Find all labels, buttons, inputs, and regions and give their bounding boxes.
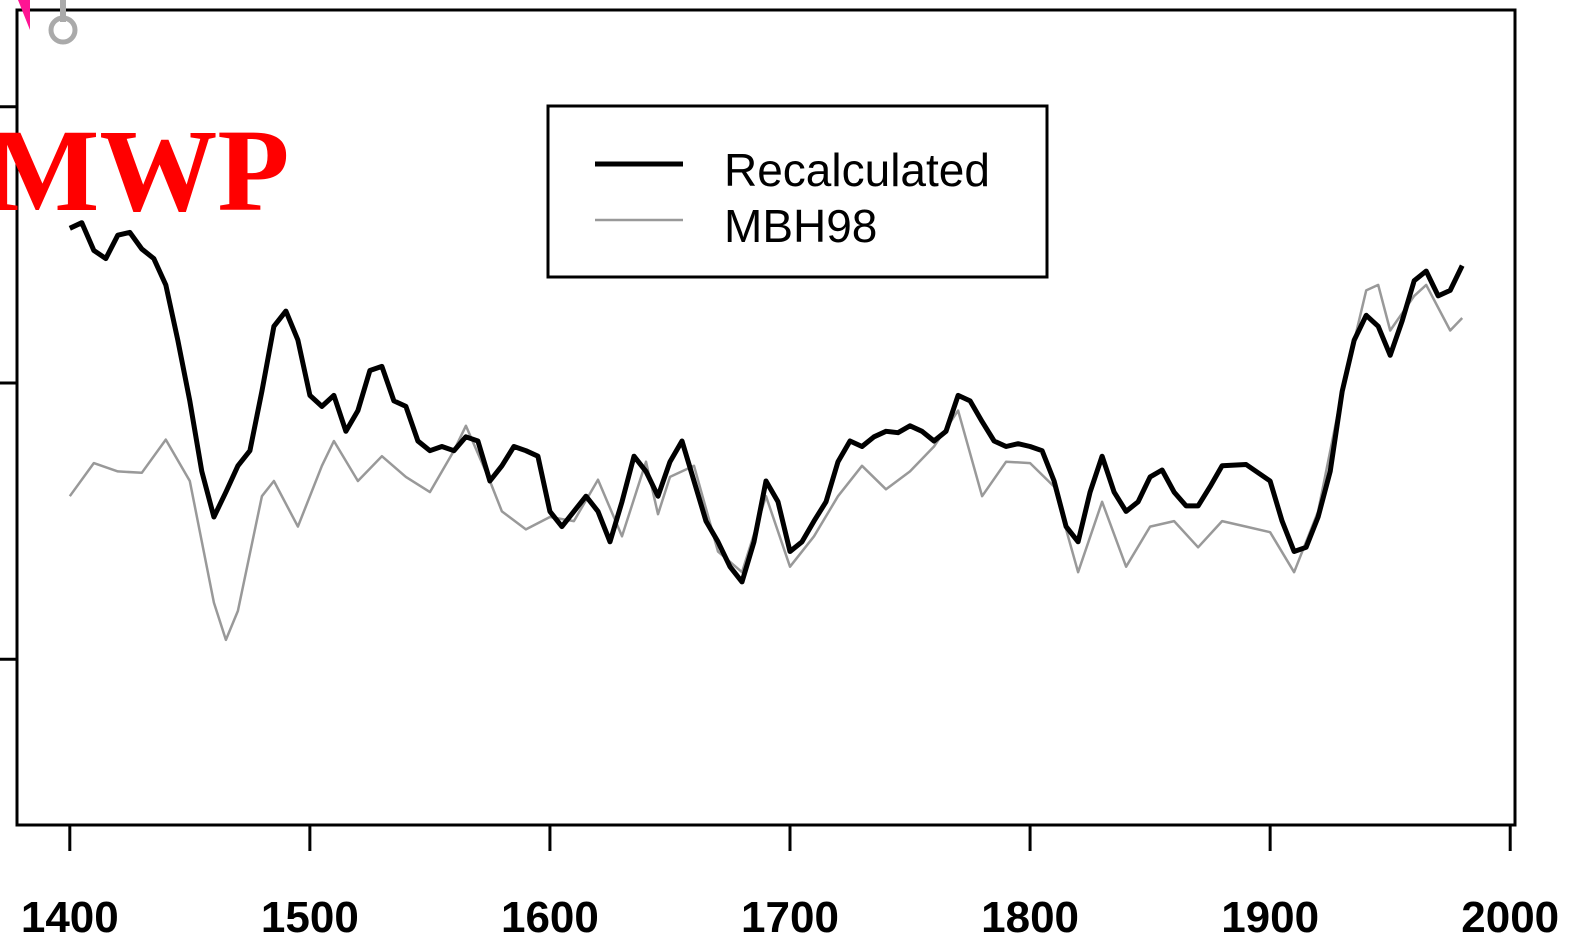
x-tick-label: 1800 [981, 893, 1079, 942]
series-line [68, 283, 1464, 642]
x-tick-label: 1900 [1221, 893, 1319, 942]
annotation: MWP [0, 105, 289, 236]
legend-label: Recalculated [724, 144, 990, 196]
x-tick-label: 1700 [741, 893, 839, 942]
legend-box [546, 104, 1049, 279]
series-line [68, 220, 1465, 585]
x-tick-label: 1600 [501, 893, 599, 942]
plot-frame [15, 8, 1517, 827]
x-tick-label: 1500 [261, 893, 359, 942]
legend-label: MBH98 [724, 200, 877, 252]
x-tick-label: 2000 [1461, 893, 1559, 942]
x-tick-label: 1400 [21, 893, 119, 942]
pin-icon [18, 0, 78, 45]
